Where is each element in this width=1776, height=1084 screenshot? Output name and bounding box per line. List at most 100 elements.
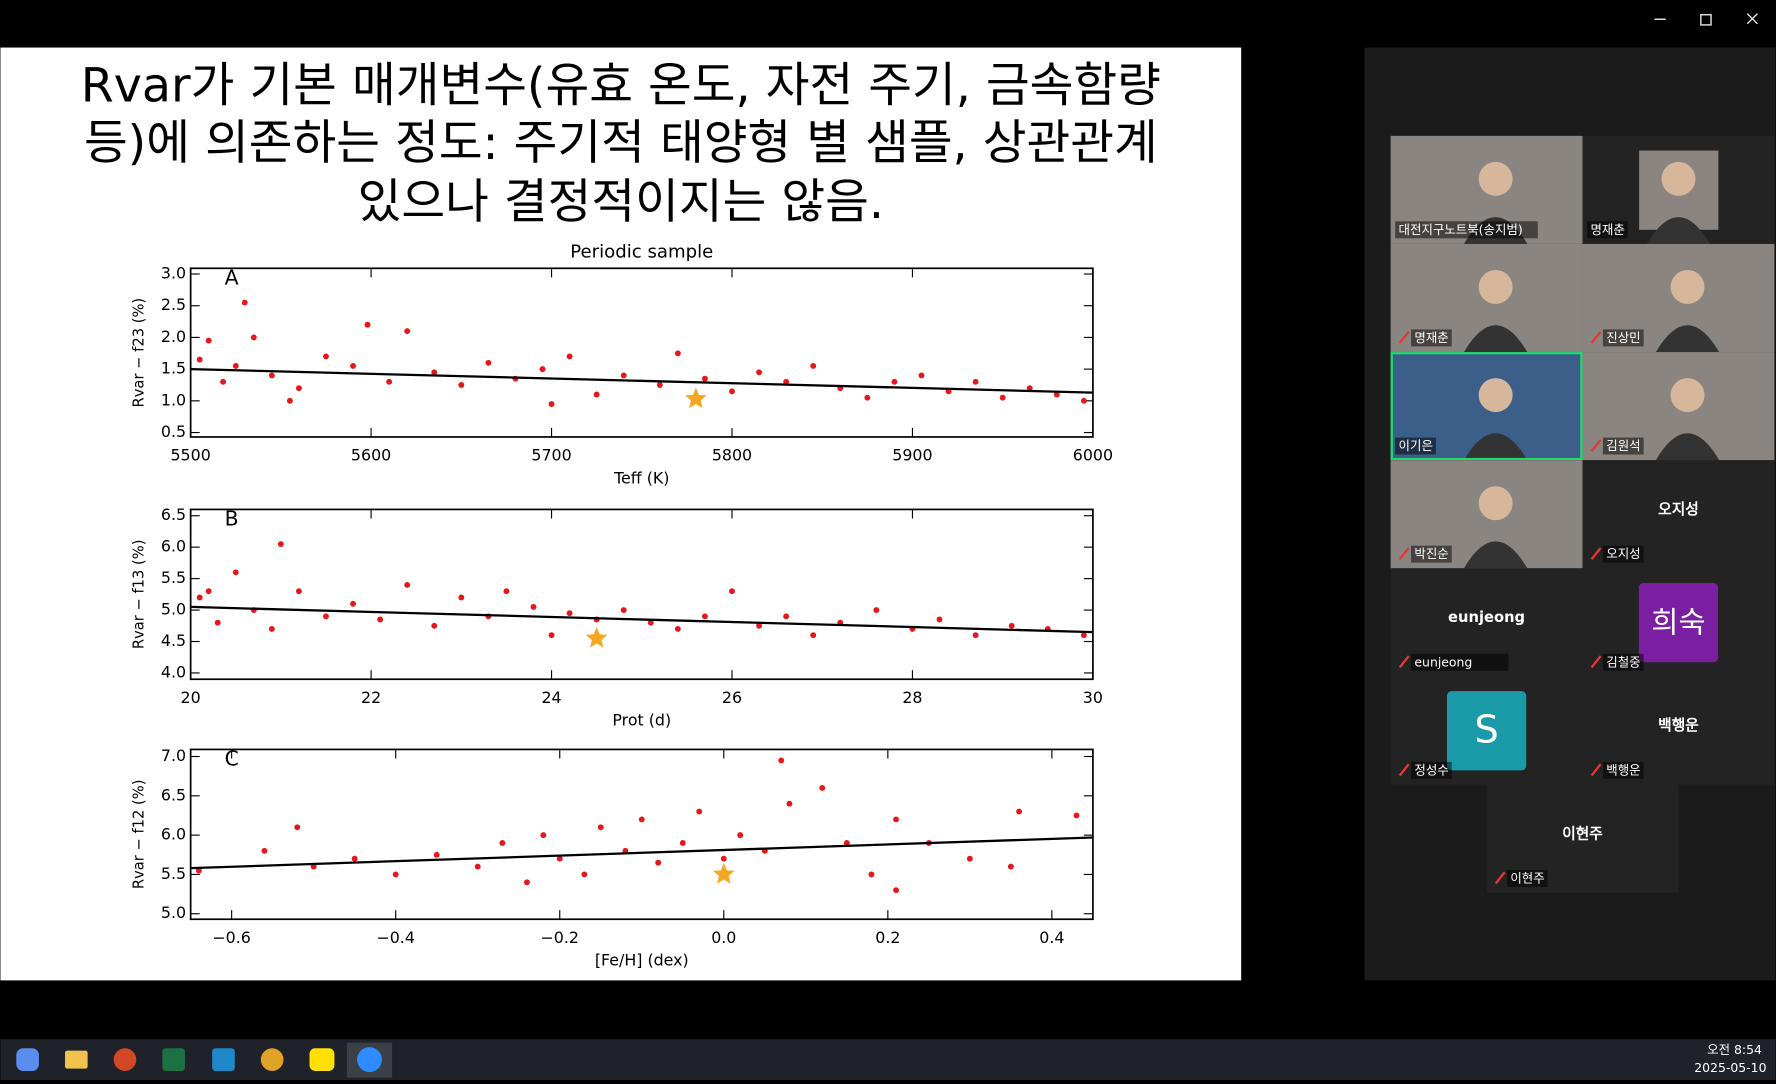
data-point <box>810 363 817 369</box>
y-tick-label: 1.5 <box>161 359 186 378</box>
mute-icon <box>1494 871 1506 885</box>
participant-name: 대전지구노트북(송지범) <box>1399 222 1523 237</box>
name-bg <box>1602 437 1644 455</box>
data-point <box>431 369 438 376</box>
data-point <box>523 879 530 886</box>
y-tick-label: 6.5 <box>161 785 186 804</box>
participant-tile[interactable]: S 정성수 <box>1390 676 1583 785</box>
app-icon[interactable] <box>16 1048 39 1071</box>
app-icon[interactable] <box>357 1047 382 1073</box>
participant-tile[interactable]: 박진순 <box>1390 460 1583 569</box>
data-point <box>620 607 627 614</box>
data-point <box>474 863 481 870</box>
name-bg <box>1602 653 1644 671</box>
restore[interactable] <box>1700 13 1712 26</box>
y-tick-label: 5.0 <box>161 600 186 619</box>
data-point <box>556 855 563 862</box>
panel-label: A <box>225 265 239 289</box>
participant-tile[interactable]: eunjeong eunjeong <box>1390 568 1583 677</box>
participant-tile[interactable]: 명재춘 <box>1390 243 1583 353</box>
data-point <box>701 375 708 382</box>
data-point <box>1080 397 1087 404</box>
data-point <box>1026 385 1033 392</box>
data-point <box>720 855 727 862</box>
participant-tile[interactable]: 대전지구노트북(송지범) <box>1390 135 1583 244</box>
y-tick-label: 0.5 <box>161 422 186 441</box>
participant-name: 정성수 <box>1414 762 1448 777</box>
data-point <box>891 378 898 385</box>
app-icon[interactable] <box>212 1048 235 1071</box>
data-point <box>566 353 573 360</box>
data-point <box>1016 808 1023 815</box>
data-point <box>1008 622 1015 629</box>
y-axis-label: Rvar − f12 (%) <box>131 780 148 890</box>
y-tick-label: 4.5 <box>161 631 186 650</box>
participant-tile[interactable]: 김원석 <box>1582 352 1775 461</box>
data-point <box>729 388 735 395</box>
data-point <box>593 391 600 398</box>
data-point <box>656 382 663 388</box>
clock-date: 2025-05-10 <box>1694 1060 1766 1075</box>
participant-name: 김철중 <box>1606 654 1640 669</box>
data-point <box>499 840 506 846</box>
x-axis-label: [Fe/H] (dex) <box>595 951 689 970</box>
data-point <box>1007 863 1014 870</box>
data-point <box>936 616 943 623</box>
x-tick-label: 28 <box>902 688 922 707</box>
x-tick-label: 5600 <box>351 446 391 465</box>
slide-title: Rvar가 기본 매개변수(유효 온도, 자전 주기, 금속함량 <box>81 58 1161 113</box>
data-point <box>458 594 465 601</box>
app-icon[interactable] <box>162 1048 185 1071</box>
x-tick-label: 0.0 <box>711 928 736 947</box>
data-point <box>214 619 221 626</box>
participant-tile[interactable]: 이기은 <box>1390 352 1583 461</box>
x-axis-label: Prot (d) <box>612 711 671 730</box>
person-body <box>1655 433 1720 461</box>
x-tick-label: −0.6 <box>212 928 250 947</box>
fit-line <box>190 605 1093 634</box>
app-icon[interactable] <box>309 1048 335 1071</box>
name-bg <box>1411 653 1509 671</box>
participant-tile[interactable]: 진상민 <box>1582 243 1775 353</box>
y-tick-label: 6.0 <box>161 825 186 844</box>
participant-name: 진상민 <box>1606 330 1640 345</box>
x-tick-label: 20 <box>181 688 201 707</box>
close[interactable] <box>1746 13 1758 25</box>
data-point <box>783 613 790 620</box>
data-point <box>966 855 973 862</box>
data-point <box>655 859 662 866</box>
data-point <box>220 378 227 385</box>
data-point <box>674 350 681 357</box>
mute-icon <box>1590 330 1602 344</box>
data-point <box>351 855 358 862</box>
data-point <box>241 299 248 306</box>
person-head <box>1478 161 1513 196</box>
data-point <box>485 359 492 366</box>
data-point <box>701 613 708 620</box>
person-head <box>1478 270 1513 304</box>
participant-tile[interactable]: 명재춘 <box>1582 135 1775 244</box>
highlight-star <box>712 863 735 884</box>
data-point <box>294 824 301 831</box>
app-icon[interactable] <box>260 1048 284 1071</box>
name-bg <box>1506 870 1548 887</box>
data-point <box>205 337 212 344</box>
data-point <box>674 625 681 632</box>
display-name: eunjeong <box>1448 609 1525 626</box>
data-point <box>972 632 979 639</box>
participant-name: 박진순 <box>1414 546 1448 561</box>
app-icon[interactable] <box>64 1050 88 1069</box>
data-point <box>548 632 555 639</box>
data-point <box>539 366 546 373</box>
data-point <box>540 832 547 839</box>
app-icon[interactable] <box>113 1048 137 1071</box>
data-point <box>843 840 850 846</box>
data-point <box>261 847 268 854</box>
y-axis-label: Rvar − f23 (%) <box>131 298 148 408</box>
x-tick-label: 5900 <box>892 446 932 465</box>
